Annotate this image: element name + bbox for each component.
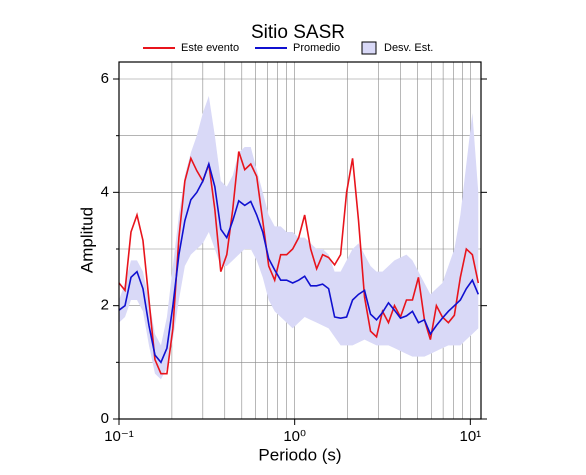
y-axis-label: Amplitud xyxy=(77,207,96,273)
legend-swatch xyxy=(361,41,377,55)
legend-label: Desv. Est. xyxy=(384,42,433,54)
y-tick-label: 6 xyxy=(101,70,109,87)
y-tick-label: 2 xyxy=(101,297,109,314)
x-tick-label: 10⁻¹ xyxy=(104,428,134,445)
series-line xyxy=(118,161,480,364)
legend-label: Promedio xyxy=(293,42,340,54)
legend-label: Este evento xyxy=(181,42,239,54)
x-axis-label: Periodo (s) xyxy=(258,445,341,464)
x-tick-label: 10⁰ xyxy=(283,428,306,445)
x-tick-label: 10¹ xyxy=(459,428,481,445)
plot-data xyxy=(118,96,480,380)
series-line xyxy=(118,151,480,375)
y-tick-label: 0 xyxy=(101,410,109,427)
y-tick-label: 4 xyxy=(101,183,109,200)
chart-title: Sitio SASR xyxy=(251,22,345,43)
plot-frame xyxy=(118,61,482,420)
